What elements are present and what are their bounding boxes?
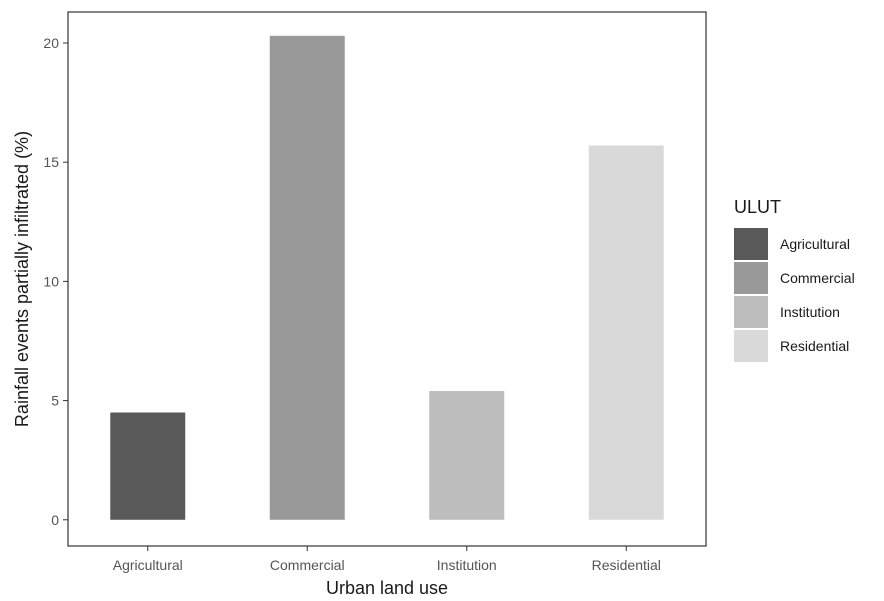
legend-swatch-institution [734, 296, 768, 328]
y-tick-label-0: 0 [51, 512, 59, 528]
y-tick-label-15: 15 [43, 154, 59, 170]
x-tick-label-commercial: Commercial [270, 557, 345, 573]
legend-label-institution: Institution [780, 304, 840, 320]
x-tick-label-agricultural: Agricultural [113, 557, 183, 573]
legend-title: ULUT [734, 197, 781, 217]
x-tick-label-residential: Residential [592, 557, 661, 573]
y-axis-title: Rainfall events partially infiltrated (%… [12, 131, 32, 427]
y-axis: 0 5 10 15 20 [43, 35, 68, 528]
x-axis-title: Urban land use [326, 578, 448, 598]
bar-residential [588, 145, 664, 520]
legend-label-residential: Residential [780, 338, 849, 354]
legend: ULUT Agricultural Commercial Institution Re… [734, 197, 855, 362]
bar-institution [429, 391, 505, 520]
legend-swatch-agricultural [734, 228, 768, 260]
legend-swatch-commercial [734, 262, 768, 294]
legend-swatch-residential [734, 330, 768, 362]
y-tick-label-5: 5 [51, 393, 59, 409]
y-tick-label-20: 20 [43, 35, 59, 51]
legend-label-commercial: Commercial [780, 270, 855, 286]
x-tick-label-institution: Institution [437, 557, 497, 573]
legend-label-agricultural: Agricultural [780, 236, 850, 252]
bar-agricultural [110, 412, 186, 520]
y-tick-label-10: 10 [43, 273, 59, 289]
bars [110, 35, 664, 520]
bar-commercial [269, 35, 345, 520]
x-axis: Agricultural Commercial Institution Residen… [113, 546, 661, 573]
